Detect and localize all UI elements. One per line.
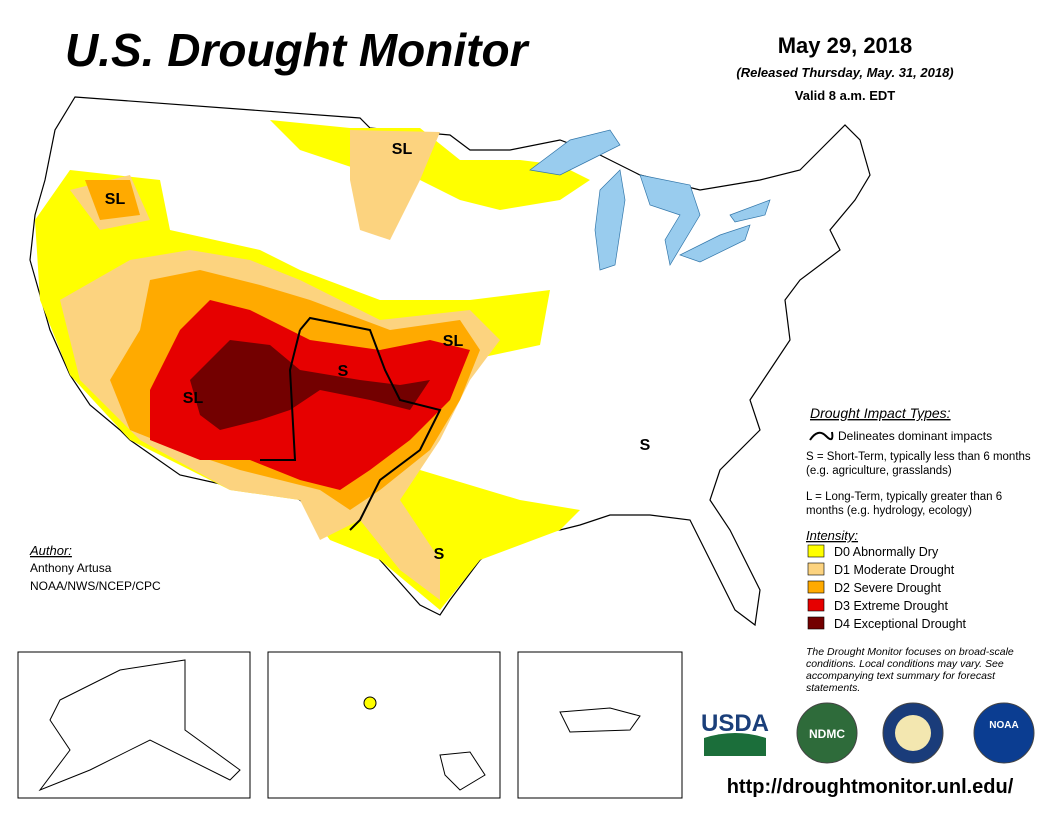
legend-swatch (807, 616, 825, 630)
drought-areas (35, 120, 590, 610)
impact-lines (260, 316, 442, 531)
impact-line-icon (809, 431, 834, 441)
commerce-seal (895, 715, 931, 751)
legend-swatch (807, 598, 825, 612)
ndmc-text: NDMC (809, 727, 845, 741)
author-title: Author: (29, 543, 72, 558)
impact-label: SL (392, 141, 413, 158)
impact-label: SL (443, 333, 464, 350)
impact-label: SL (183, 390, 204, 407)
impact-label: S (640, 437, 651, 454)
hawaii-island (363, 696, 377, 710)
legend-label: D2 Severe Drought (834, 581, 942, 595)
author-org: NOAA/NWS/NCEP/CPC (30, 579, 161, 593)
usda-logo-mark (704, 733, 766, 756)
legend-label: D4 Exceptional Drought (834, 617, 967, 631)
author-name: Anthony Artusa (30, 561, 112, 575)
puerto-rico-shape (559, 707, 641, 733)
note: The Drought Monitor focuses on broad-sca… (806, 646, 1014, 694)
legend-swatch (807, 580, 825, 594)
inset-puerto-rico (517, 651, 683, 799)
usda-text: USDA (701, 710, 769, 737)
inset-hawaii (267, 651, 501, 799)
alaska-shape (38, 659, 241, 792)
released: (Released Thursday, May. 31, 2018) (736, 65, 953, 80)
legend-label: D3 Extreme Drought (834, 599, 948, 613)
date: May 29, 2018 (778, 33, 913, 58)
title: U.S. Drought Monitor (65, 24, 530, 76)
url[interactable]: http://droughtmonitor.unl.edu/ (727, 776, 1014, 798)
impact-label: S (338, 363, 349, 380)
noaa-text: NOAA (989, 720, 1018, 731)
impact-label: SL (105, 191, 126, 208)
legend-label: D0 Abnormally Dry (834, 545, 939, 559)
legend-label: D1 Moderate Drought (834, 563, 955, 577)
intensity-title: Intensity: (806, 528, 858, 543)
impact-label: S (434, 546, 445, 563)
noaa-logo (973, 702, 1035, 764)
impact-line-text: Delineates dominant impacts (838, 429, 992, 443)
impact-title: Drought Impact Types: (810, 405, 951, 421)
valid: Valid 8 a.m. EDT (795, 88, 895, 103)
legend-swatch (807, 544, 825, 558)
ndmc-logo (796, 702, 858, 764)
impact-short: S = Short-Term, typically less than 6 mo… (806, 451, 1031, 477)
hawaii-shape (439, 751, 486, 791)
inset-alaska (17, 651, 251, 799)
impact-long: L = Long-Term, typically greater than 6 … (806, 491, 1003, 517)
legend-swatch (807, 562, 825, 576)
great-lakes (529, 129, 771, 271)
